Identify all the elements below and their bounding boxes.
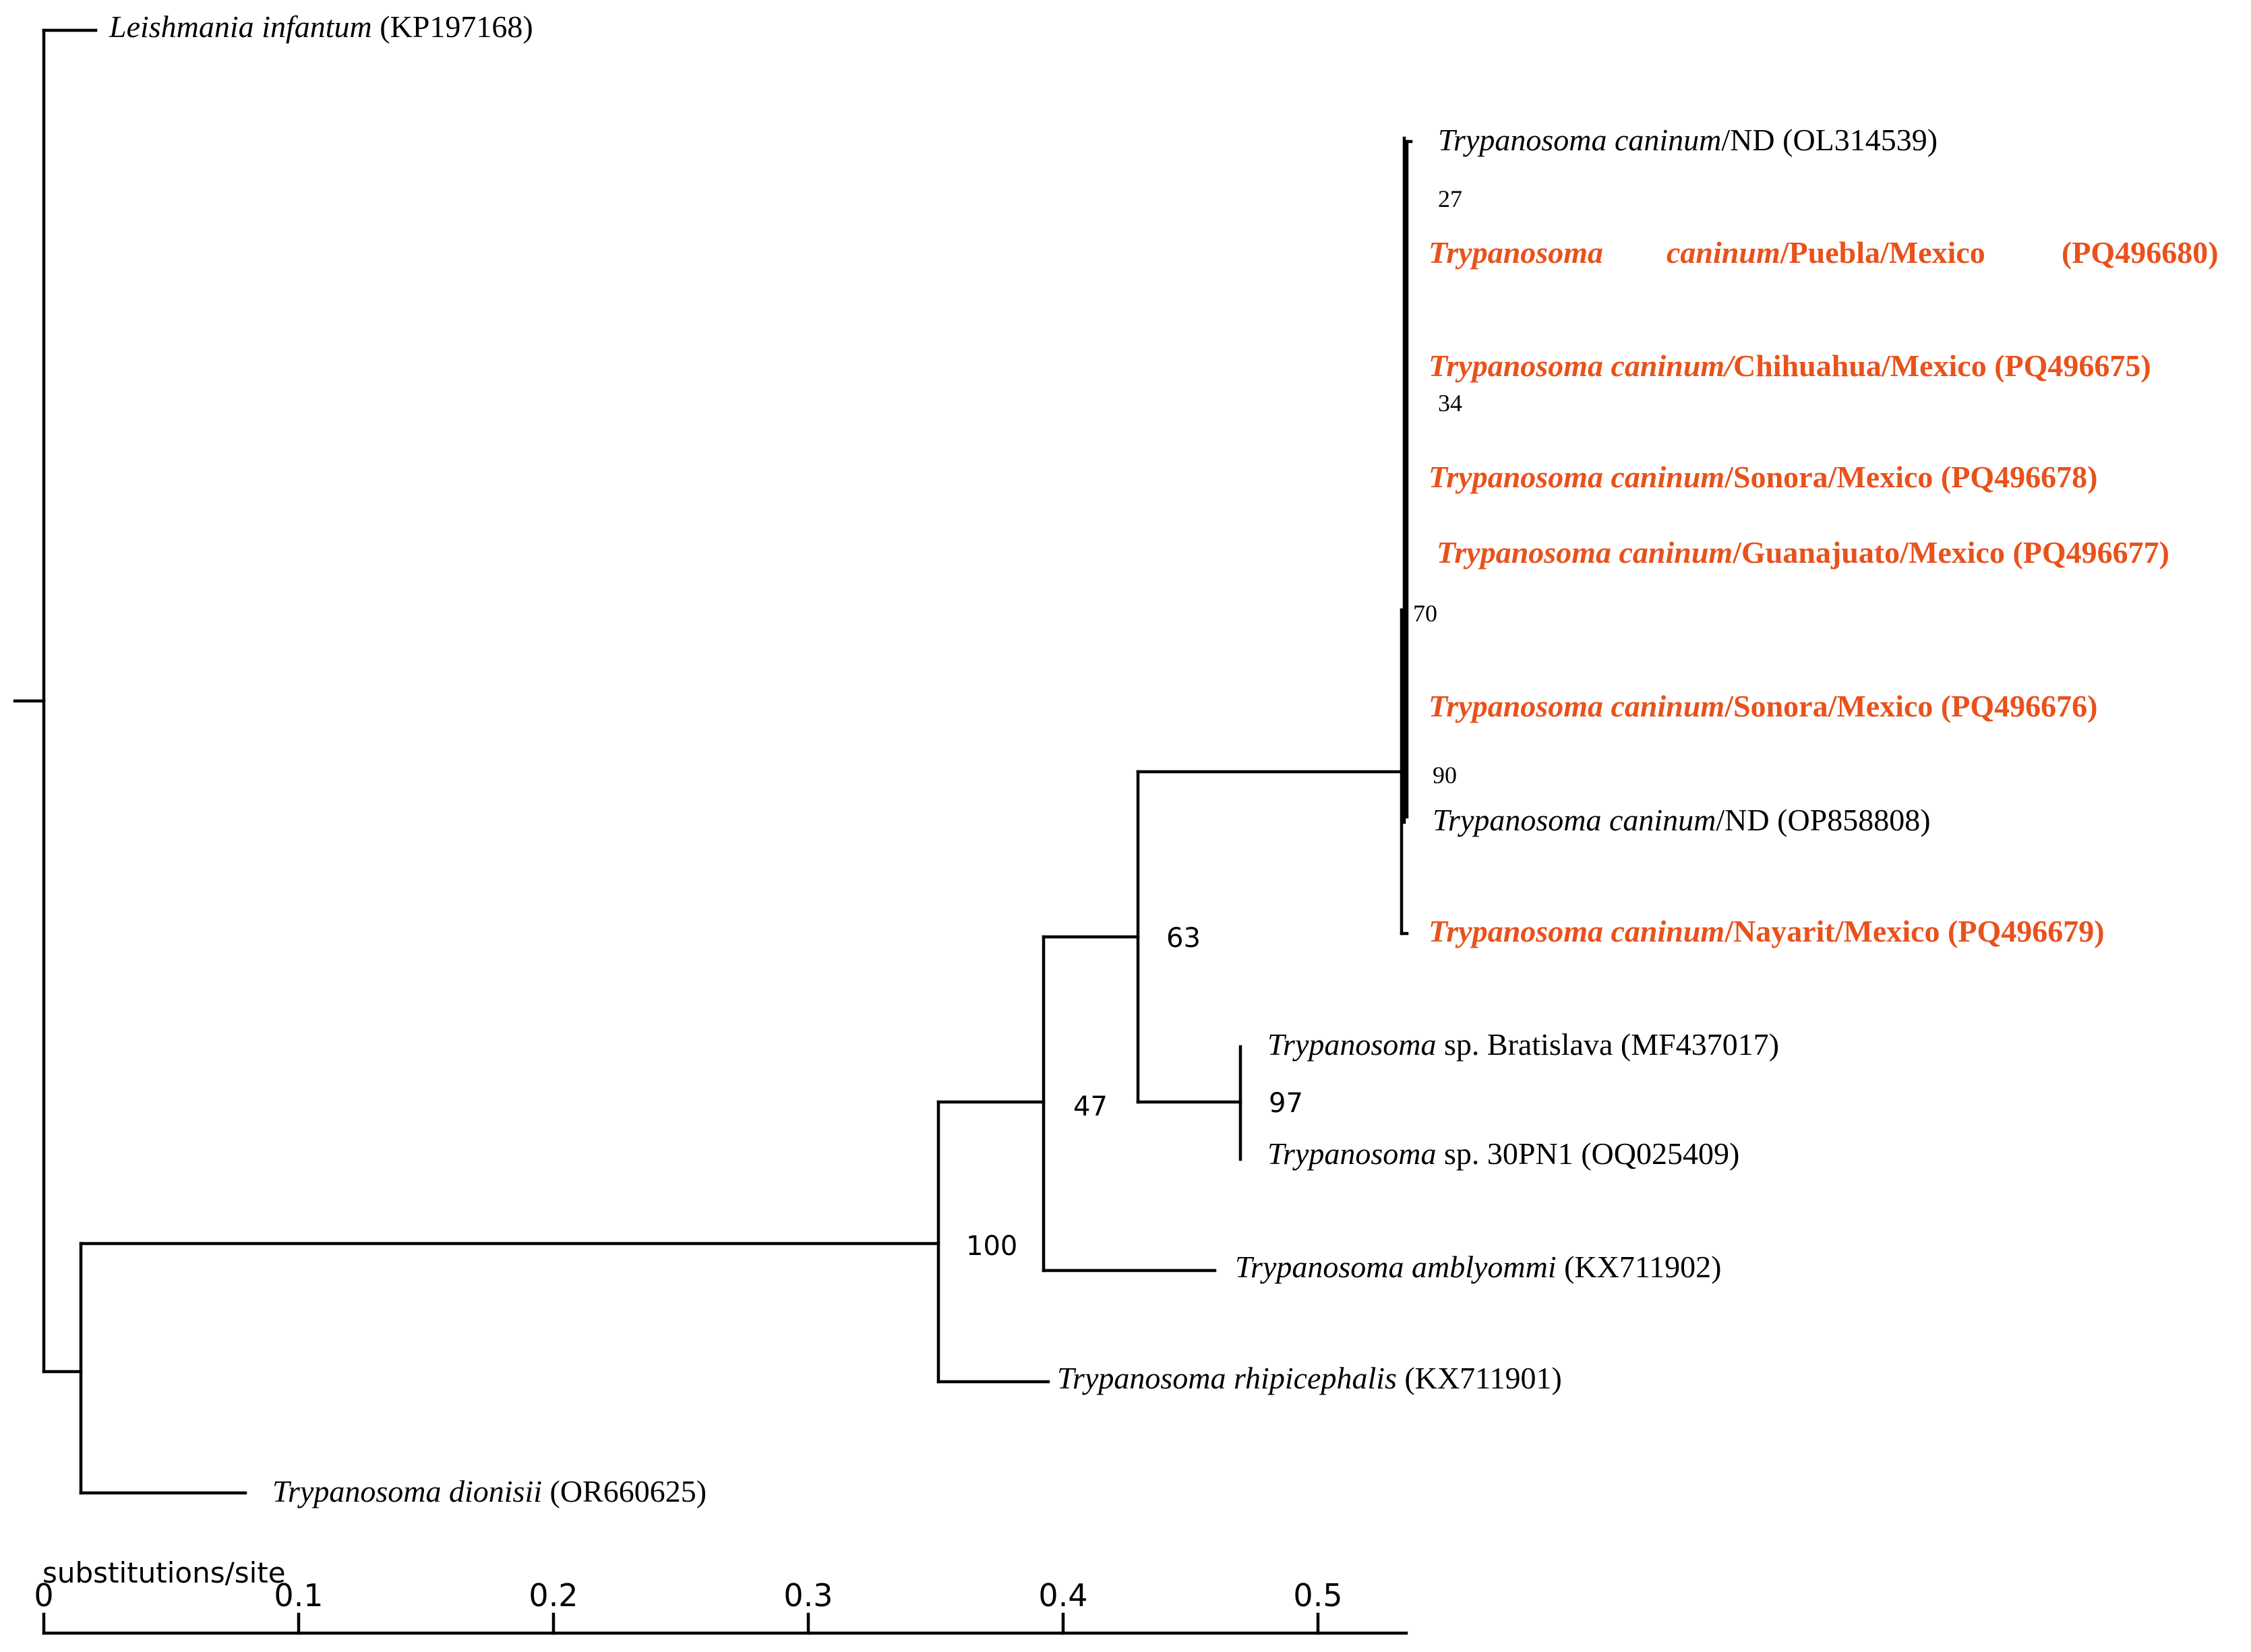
support-value-47: 47 [1073,1091,1108,1122]
scale-axis-title: substitutions/site [42,1556,286,1589]
support-values: 27 34 70 90 63 97 47 100 [966,185,1462,1262]
support-value-27: 27 [1438,185,1462,212]
scale-tick-label: 0.1 [274,1577,323,1614]
taxon-pq496680-epithet: caninum/Puebla/Mexico [1667,235,1985,270]
support-value-100: 100 [966,1231,1017,1262]
taxon-caninum-pq496680: Trypanosoma caninum/Puebla/Mexico (PQ496… [1429,235,2219,270]
scale-tick-label: 0 [34,1577,53,1614]
taxon-caninum-pq496675: Trypanosoma caninum/Chihuahua/Mexico (PQ… [1429,348,2151,383]
support-value-70: 70 [1413,600,1437,627]
taxon-leishmania-infantum: Leishmania infantum (KP197168) [109,9,533,44]
taxon-rhipicephalis: Trypanosoma rhipicephalis (KX711901) [1057,1361,1562,1395]
taxon-sp-30pn1: Trypanosoma sp. 30PN1 (OQ025409) [1267,1136,1739,1171]
support-value-97: 97 [1269,1088,1303,1119]
support-value-34: 34 [1438,390,1462,417]
scale-tick-label: 0.2 [529,1577,578,1614]
taxon-caninum-pq496677: Trypanosoma caninum/Guanajuato/Mexico (P… [1437,535,2169,570]
tree-branches [13,28,1413,1495]
taxon-pq496680-genus: Trypanosoma [1429,235,1603,270]
taxon-amblyommi: Trypanosoma amblyommi (KX711902) [1235,1250,1722,1284]
taxon-caninum-op858808: Trypanosoma caninum/ND (OP858808) [1433,803,1931,837]
taxon-caninum-pq496679: Trypanosoma caninum/Nayarit/Mexico (PQ49… [1429,914,2105,948]
taxon-labels: Leishmania infantum (KP197168) Trypanoso… [109,9,2219,1508]
taxon-caninum-pq496676: Trypanosoma caninum/Sonora/Mexico (PQ496… [1429,689,2097,723]
scale-tick-label: 0.5 [1293,1577,1342,1614]
scale-tick-label: 0.4 [1038,1577,1087,1614]
taxon-pq496680-accession: (PQ496680) [2062,235,2219,270]
scale-axis: substitutions/site 0 0.1 0.2 0.3 0.4 0.5 [34,1556,1408,1635]
taxon-caninum-pq496678: Trypanosoma caninum/Sonora/Mexico (PQ496… [1429,460,2097,494]
scale-tick-label: 0.3 [783,1577,833,1614]
scale-ticks: 0 0.1 0.2 0.3 0.4 0.5 [34,1577,1343,1635]
taxon-caninum-ol314539: Trypanosoma caninum/ND (OL314539) [1438,123,1938,157]
taxon-dionisii: Trypanosoma dionisii (OR660625) [272,1474,707,1508]
taxon-sp-bratislava: Trypanosoma sp. Bratislava (MF437017) [1267,1027,1779,1062]
support-value-63: 63 [1166,923,1201,954]
support-value-90: 90 [1433,762,1457,789]
